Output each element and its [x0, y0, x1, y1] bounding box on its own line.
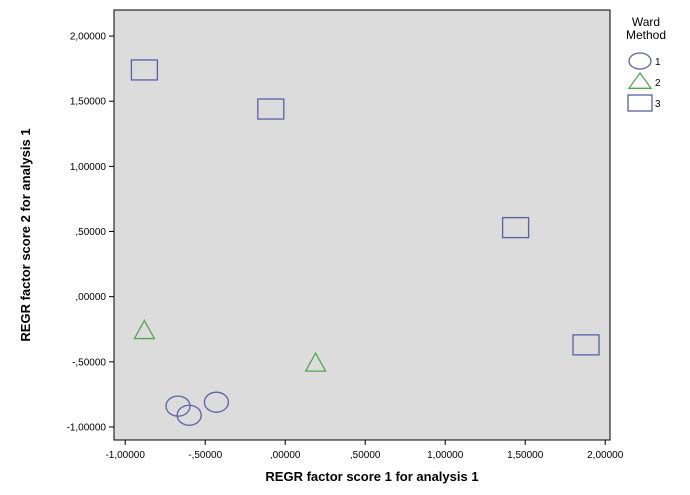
x-tick-label: -,50000: [188, 450, 222, 461]
x-tick-label: ,50000: [350, 450, 381, 461]
legend-marker-square: [627, 94, 653, 112]
data-point-square: [257, 98, 285, 120]
legend-label: 2: [655, 78, 661, 89]
data-point-square: [130, 59, 159, 81]
data-point-circle: [165, 395, 191, 417]
x-tick-label: -1,00000: [105, 450, 145, 461]
x-tick-label: 2,00000: [587, 450, 624, 461]
y-tick-label: ,50000: [75, 227, 106, 238]
data-point-circle: [176, 404, 202, 426]
data-point-triangle: [304, 351, 327, 372]
y-tick-label: ,00000: [75, 292, 106, 303]
data-point-triangle: [133, 319, 156, 340]
data-point-square: [572, 334, 600, 356]
data-point-square: [501, 216, 530, 239]
legend-title-line2: Method: [626, 28, 666, 42]
x-axis-label: REGR factor score 1 for analysis 1: [265, 469, 478, 484]
y-tick-label: -1,00000: [67, 422, 107, 433]
data-point-circle: [203, 391, 230, 413]
legend-marker-triangle: [627, 71, 653, 89]
legend-title-line1: Ward: [632, 15, 660, 29]
y-tick-label: 1,00000: [70, 162, 107, 173]
y-tick-label: -,50000: [72, 357, 106, 368]
x-tick-label: 1,00000: [427, 450, 464, 461]
legend-marker-circle: [628, 52, 652, 70]
y-axis-label: REGR factor score 2 for analysis 1: [18, 128, 33, 341]
y-tick-label: 1,50000: [70, 97, 107, 108]
x-tick-label: ,00000: [270, 450, 301, 461]
x-tick-label: 1,50000: [507, 450, 544, 461]
legend-label: 3: [655, 99, 661, 110]
legend-label: 1: [655, 57, 661, 68]
y-tick-label: 2,00000: [70, 32, 107, 43]
plot-area: [113, 9, 611, 441]
